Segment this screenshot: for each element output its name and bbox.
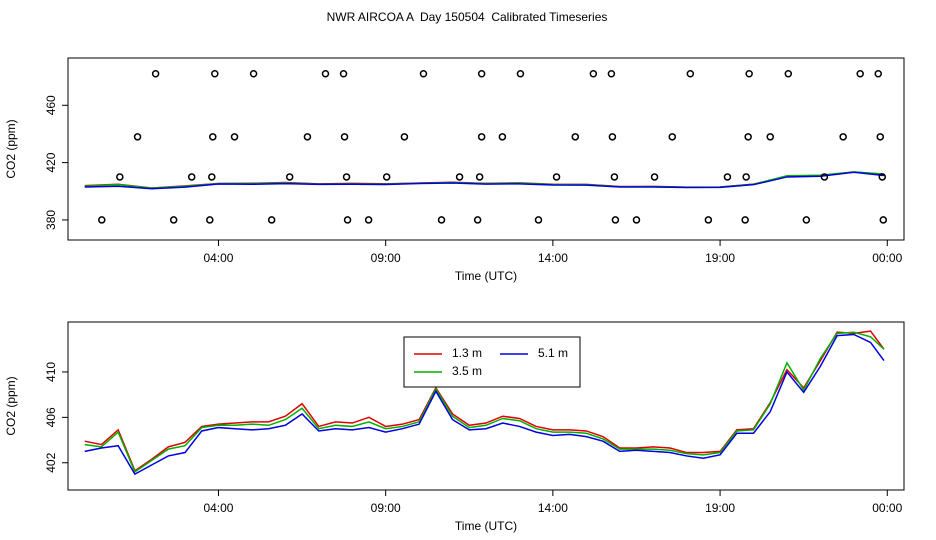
- data-point: [704, 216, 713, 224]
- data-point: [477, 70, 486, 78]
- data-point: [876, 133, 885, 141]
- data-point: [589, 70, 598, 78]
- data-point: [874, 70, 883, 78]
- data-point: [784, 70, 793, 78]
- data-point: [879, 216, 888, 224]
- data-point: [632, 216, 641, 224]
- data-point: [650, 173, 659, 181]
- plot-frame: [67, 321, 905, 491]
- y-tick-label: 402: [44, 452, 58, 472]
- data-point: [340, 133, 349, 141]
- data-point: [267, 216, 276, 224]
- data-point: [208, 173, 216, 181]
- data-point: [133, 133, 142, 141]
- data-point: [839, 133, 847, 141]
- data-point: [552, 173, 561, 181]
- data-point: [116, 173, 124, 181]
- data-point: [151, 70, 160, 78]
- x-tick-label: 00:00: [872, 501, 902, 515]
- data-point: [668, 133, 677, 141]
- data-point: [610, 173, 619, 181]
- x-axis-label: Time (UTC): [455, 269, 517, 283]
- data-point: [285, 173, 294, 181]
- data-point: [744, 133, 752, 141]
- data-point: [498, 133, 507, 141]
- x-axis-label: Time (UTC): [455, 519, 517, 533]
- y-tick-label: 420: [44, 152, 58, 172]
- x-tick-label: 00:00: [872, 251, 902, 265]
- data-point: [209, 133, 217, 141]
- data-point: [477, 133, 486, 141]
- data-point: [187, 173, 196, 181]
- data-point: [607, 70, 616, 78]
- data-point: [321, 70, 330, 78]
- legend-label: 5.1 m: [538, 346, 568, 360]
- data-point: [364, 216, 373, 224]
- data-point: [571, 133, 580, 141]
- data-point: [249, 70, 258, 78]
- data-point: [98, 216, 106, 224]
- data-point: [611, 216, 620, 224]
- x-tick-label: 14:00: [538, 251, 568, 265]
- data-point: [343, 216, 352, 224]
- data-point: [723, 173, 732, 181]
- data-point: [742, 173, 750, 181]
- data-point: [802, 216, 811, 224]
- y-tick-label: 410: [44, 362, 58, 382]
- legend-label: 3.5 m: [452, 364, 482, 378]
- data-point: [437, 216, 446, 224]
- x-tick-label: 09:00: [371, 251, 401, 265]
- data-line: [84, 333, 885, 476]
- data-point: [211, 70, 219, 78]
- data-point: [741, 216, 749, 224]
- data-point: [455, 173, 464, 181]
- data-point: [473, 216, 482, 224]
- data-point: [342, 173, 351, 181]
- data-point: [820, 173, 829, 181]
- figure-title: NWR AIRCOA A Day 150504 Calibrated Times…: [327, 10, 608, 24]
- y-tick-label: 406: [44, 407, 58, 427]
- data-point: [856, 70, 864, 78]
- data-point: [534, 216, 543, 224]
- y-axis-label: CO2 (ppm): [4, 376, 18, 435]
- data-line: [84, 171, 885, 190]
- legend: 1.3 m 3.5 m 5.1 m: [403, 336, 581, 388]
- x-tick-label: 14:00: [538, 501, 568, 515]
- data-point: [206, 216, 214, 224]
- data-line: [84, 331, 885, 473]
- plot-frame: [67, 57, 905, 241]
- data-point: [745, 70, 753, 78]
- y-tick-label: 380: [44, 210, 58, 230]
- y-axis-label: CO2 (ppm): [4, 119, 18, 178]
- legend-box: [403, 336, 581, 388]
- data-point: [516, 70, 525, 78]
- data-point: [686, 70, 695, 78]
- data-point: [303, 133, 312, 141]
- x-tick-label: 04:00: [203, 251, 233, 265]
- data-point: [475, 173, 484, 181]
- data-point: [766, 133, 774, 141]
- data-point: [878, 173, 887, 181]
- data-point: [419, 70, 428, 78]
- data-point: [169, 216, 178, 224]
- data-point: [382, 173, 391, 181]
- x-tick-label: 19:00: [705, 251, 735, 265]
- data-point: [608, 133, 617, 141]
- y-tick-label: 460: [44, 95, 58, 115]
- x-tick-label: 04:00: [203, 501, 233, 515]
- data-point: [230, 133, 239, 141]
- data-point: [400, 133, 409, 141]
- x-tick-label: 19:00: [705, 501, 735, 515]
- x-tick-label: 09:00: [371, 501, 401, 515]
- legend-label: 1.3 m: [452, 346, 482, 360]
- data-point: [339, 70, 348, 78]
